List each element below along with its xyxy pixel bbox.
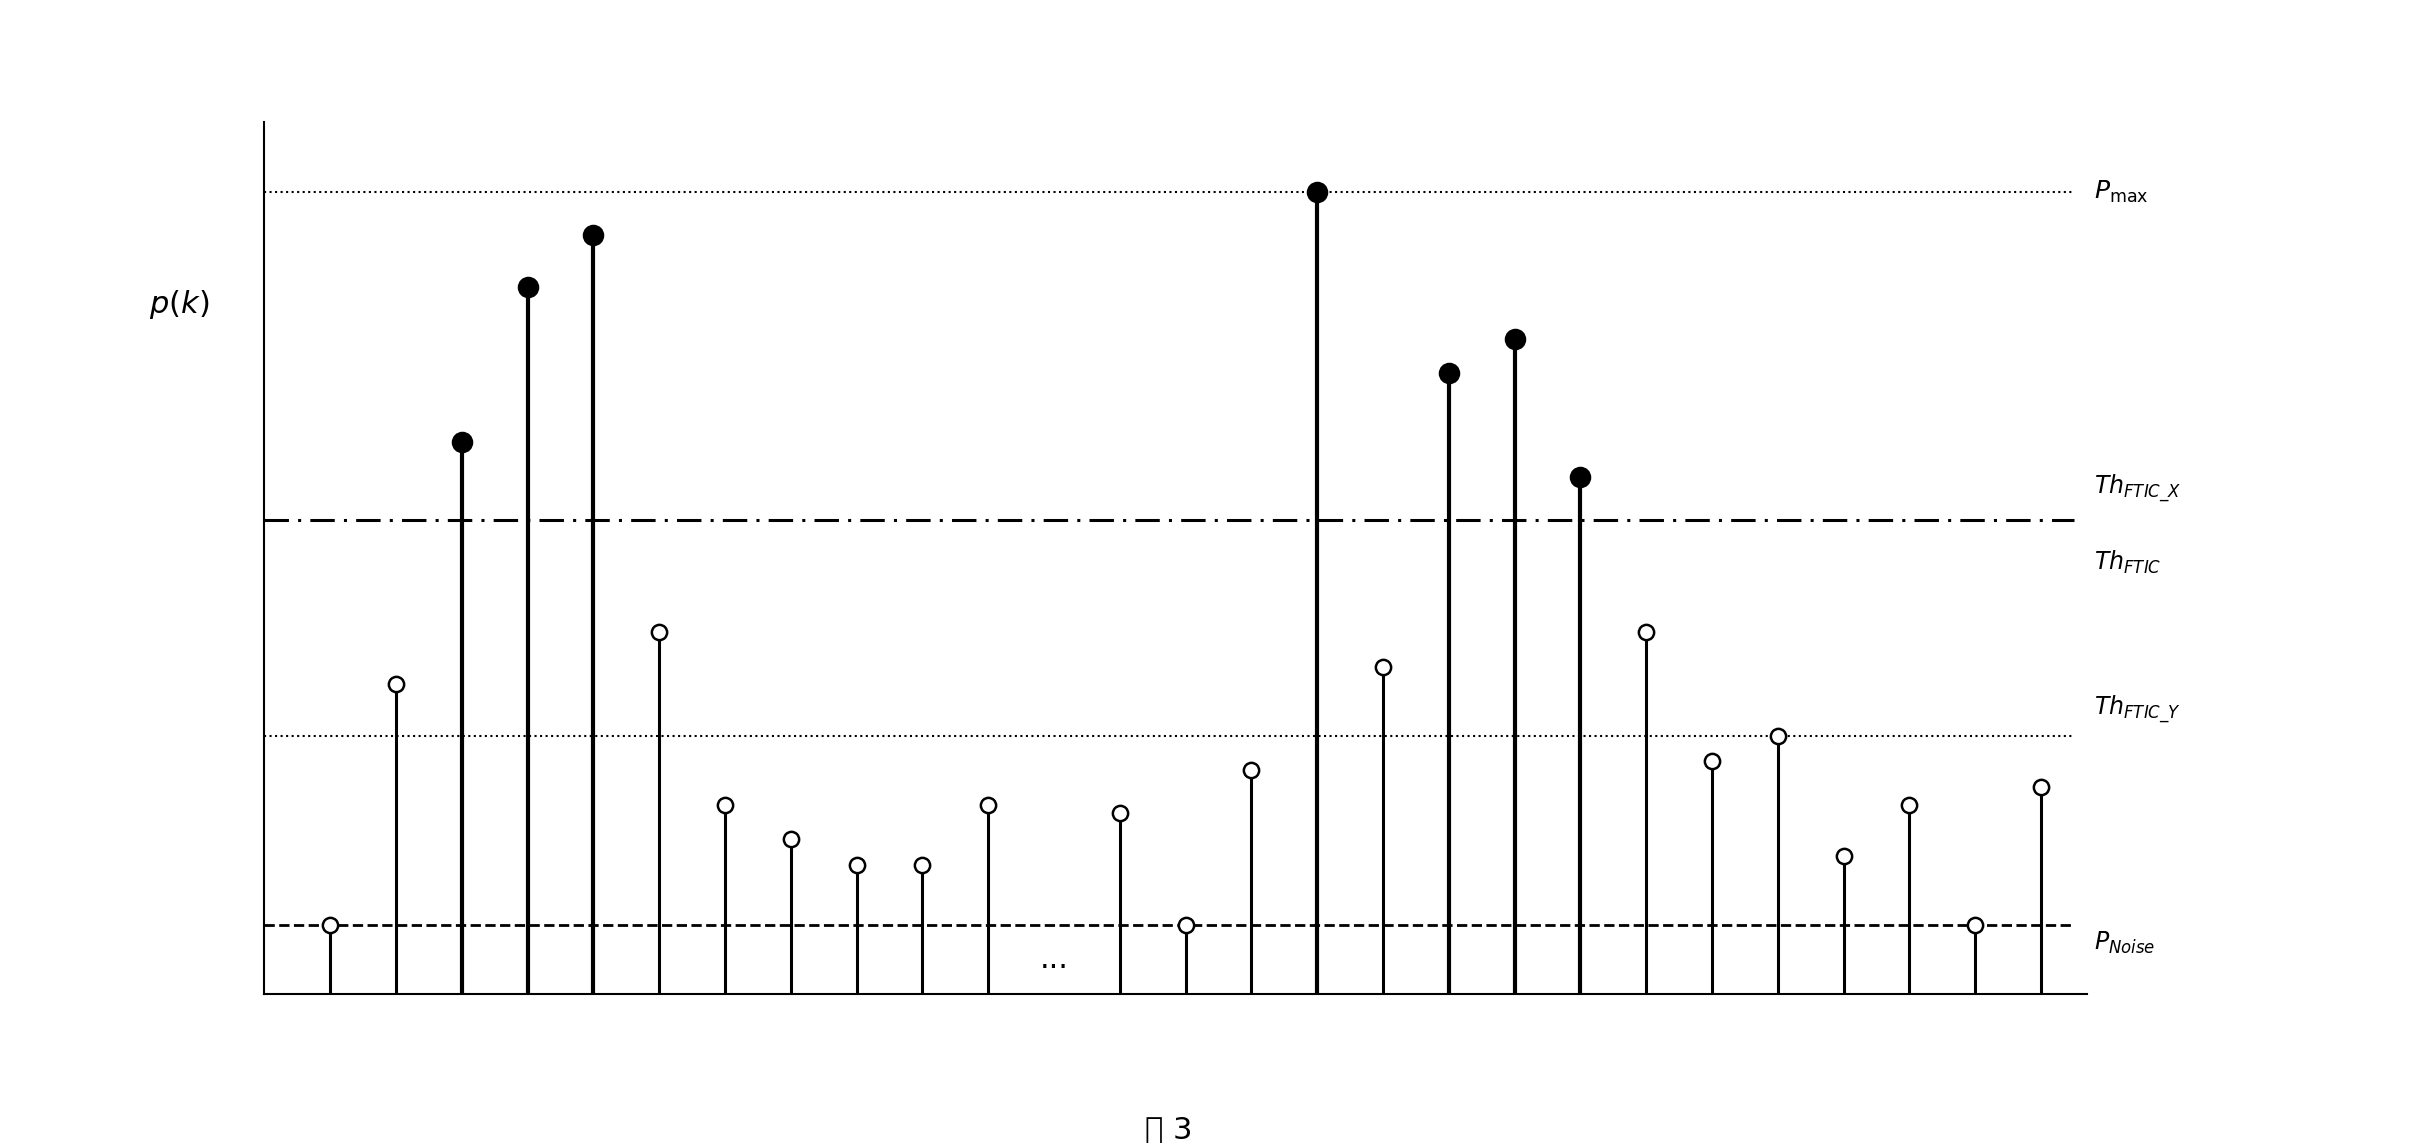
Text: 图 3: 图 3: [1146, 1114, 1192, 1143]
Text: $Th_{FTIC\_X}$: $Th_{FTIC\_X}$: [2095, 473, 2180, 504]
Text: $Th_{FTIC}$: $Th_{FTIC}$: [2095, 549, 2161, 576]
Text: $p(k)$: $p(k)$: [148, 288, 209, 321]
Text: $P_{Noise}$: $P_{Noise}$: [2095, 929, 2156, 956]
Text: ...: ...: [1039, 945, 1068, 974]
Text: $P_{\mathrm{max}}$: $P_{\mathrm{max}}$: [2095, 179, 2148, 206]
Text: $Th_{FTIC\_Y}$: $Th_{FTIC\_Y}$: [2095, 694, 2180, 725]
